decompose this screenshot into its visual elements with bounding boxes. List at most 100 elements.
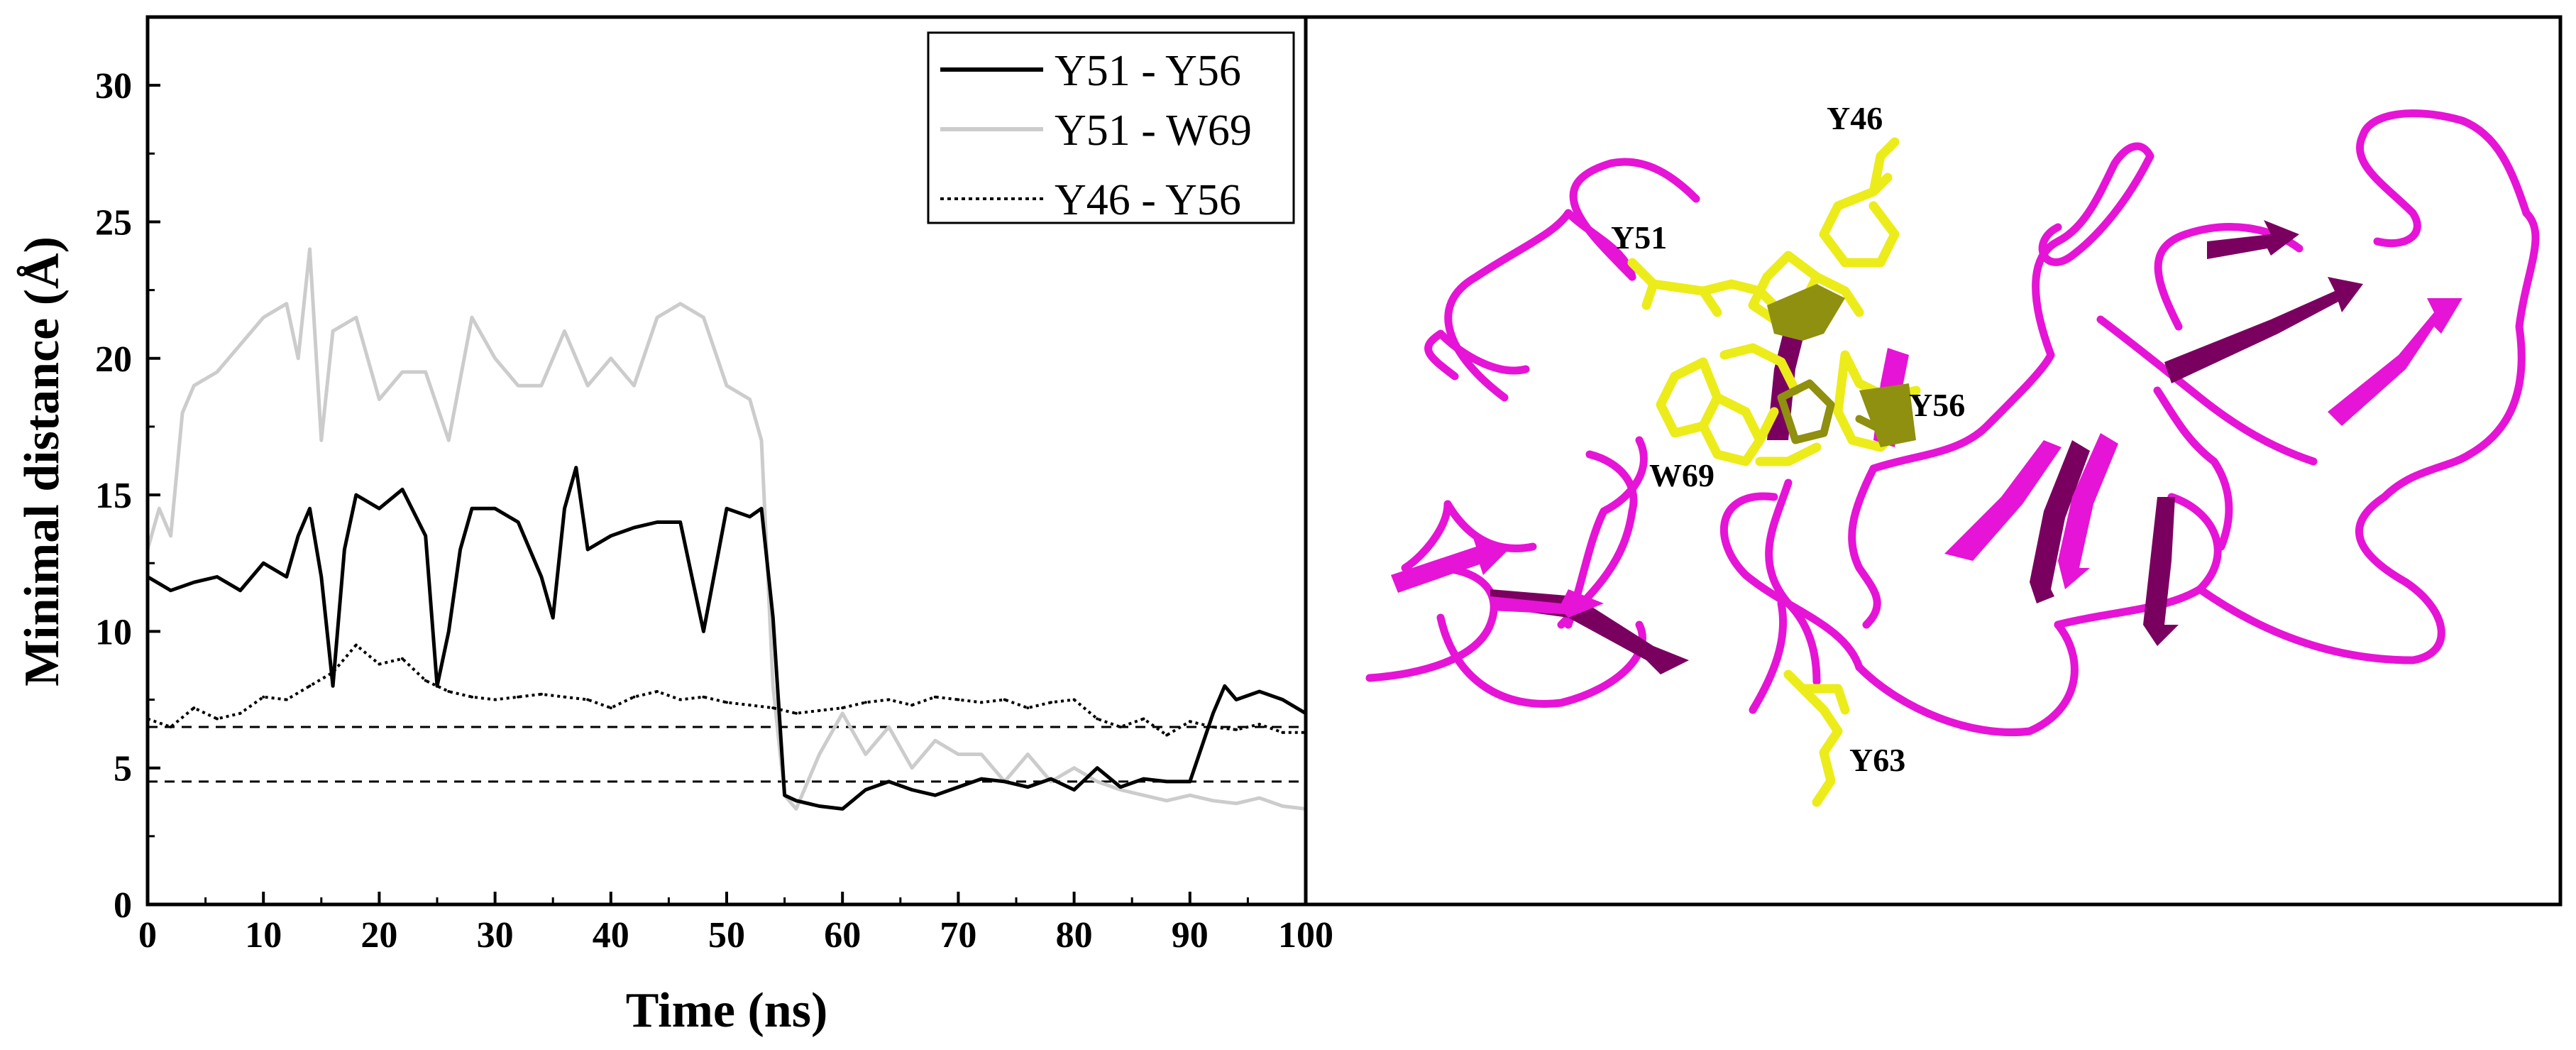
data-point (238, 343, 242, 346)
x-tick-label: 10 (245, 915, 282, 956)
coil-upper-right (2154, 223, 2303, 331)
coil-center-chain (1869, 351, 2055, 473)
x-tick-label: 50 (708, 915, 745, 956)
data-point (343, 548, 346, 551)
data-point (864, 788, 867, 792)
y-tick-label: 25 (95, 202, 132, 243)
data-point (354, 316, 358, 319)
data-point (1050, 701, 1052, 704)
data-point (378, 662, 381, 666)
residue-label-w69: W69 (1649, 457, 1714, 493)
data-point (192, 384, 196, 388)
data-point (748, 704, 752, 707)
data-point (401, 488, 404, 491)
data-point (678, 520, 682, 524)
sheet-right-3 (2328, 298, 2462, 426)
data-point (586, 548, 590, 551)
coil-tail (1749, 599, 1788, 714)
coil-right-bottom (2196, 578, 2445, 665)
data-point (308, 684, 312, 688)
sidechain-y51 (1627, 258, 1786, 317)
coil-neck (1848, 464, 1881, 629)
residue-label-y51: Y51 (1611, 219, 1667, 256)
data-point (470, 507, 473, 510)
data-point (887, 698, 891, 701)
coil-center-loop (1719, 492, 1864, 672)
distance-chart: 0 10 20 30 40 50 60 70 80 90 100 0 5 10 15 20 25 30 Time… (15, 15, 1333, 1038)
data-point (957, 785, 960, 789)
data-point (632, 526, 636, 530)
coil-mid-right (2096, 315, 2318, 466)
data-point (864, 753, 867, 756)
data-point (1257, 723, 1261, 726)
coil-lower-left (1365, 564, 1498, 682)
series-line (148, 643, 1306, 737)
data-point (563, 695, 566, 699)
data-point (910, 788, 914, 792)
x-tick-label: 70 (940, 915, 976, 956)
data-point (215, 575, 219, 579)
data-point (1211, 799, 1215, 802)
data-point (702, 316, 705, 319)
data-point (331, 329, 335, 333)
data-point (771, 706, 775, 710)
data-point (574, 466, 578, 469)
y-tick-label: 15 (95, 476, 132, 516)
data-point (238, 589, 242, 592)
data-point (725, 701, 728, 704)
data-point (285, 302, 288, 305)
data-point (771, 616, 775, 620)
x-axis-ticks: 0 10 20 30 40 50 60 70 80 90 100 (138, 892, 1333, 956)
coil-top-right (2359, 109, 2531, 217)
reference-lines (148, 726, 1306, 783)
data-point (262, 316, 265, 319)
x-tick-label: 40 (593, 915, 629, 956)
data-point (319, 575, 323, 579)
sheet-left-1 (1391, 536, 1512, 593)
data-point (1188, 794, 1191, 797)
data-point (308, 507, 312, 510)
data-point (308, 247, 312, 251)
data-point (771, 684, 775, 688)
data-point (1257, 797, 1261, 799)
data-point (933, 794, 937, 797)
data-point (458, 548, 462, 551)
data-point (586, 384, 590, 388)
data-point (933, 695, 937, 699)
x-tick-label: 20 (360, 915, 397, 956)
data-point (1211, 711, 1215, 715)
sidechain-w69 (1656, 357, 1779, 466)
data-point (887, 726, 891, 728)
data-point (331, 671, 335, 674)
data-point (690, 575, 693, 579)
data-point (181, 411, 184, 415)
data-point (493, 698, 497, 701)
sheet-center-4 (2143, 497, 2179, 646)
coil-center-right (2153, 386, 2233, 551)
data-point (783, 794, 786, 797)
data-point (1050, 777, 1052, 781)
data-point (1072, 698, 1076, 701)
sheet-center-1 (1944, 440, 2062, 561)
data-point (493, 356, 497, 360)
data-point (169, 589, 172, 592)
x-tick-label: 80 (1056, 915, 1093, 956)
coil-mid-lower (1557, 450, 1638, 629)
y-tick-label: 5 (114, 749, 132, 789)
coil-upper-left (1569, 158, 1700, 281)
data-point (1165, 780, 1169, 783)
data-point (192, 706, 196, 710)
data-point (215, 371, 219, 373)
data-point (401, 371, 404, 373)
data-point (1026, 706, 1030, 710)
coil-top-mid (2355, 131, 2421, 248)
data-point (910, 766, 914, 770)
data-point (1096, 780, 1099, 783)
data-point (539, 692, 543, 696)
data-point (725, 384, 728, 388)
data-point (192, 581, 196, 584)
data-point (470, 695, 473, 699)
sheet-center-3 (2058, 433, 2118, 589)
data-point (656, 520, 659, 524)
data-point (424, 371, 427, 373)
